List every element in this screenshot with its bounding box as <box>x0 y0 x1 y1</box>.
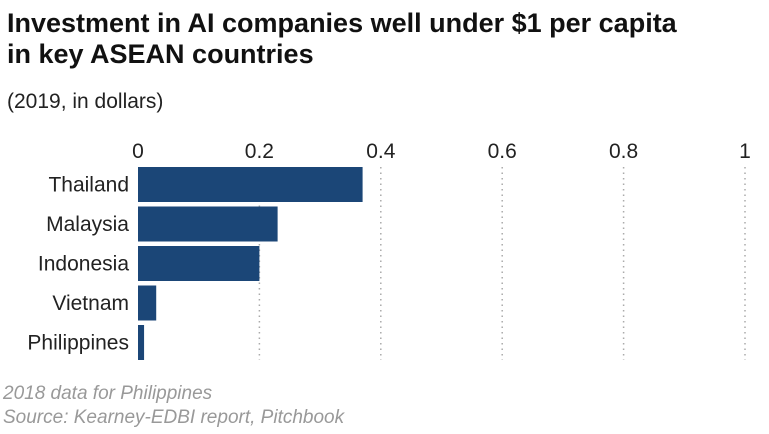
x-tick-label: 0.2 <box>245 140 274 163</box>
bar-indonesia <box>138 246 260 281</box>
category-label: Philippines <box>27 332 129 355</box>
x-tick-label: 0.4 <box>366 140 396 163</box>
x-tick-label: 0.6 <box>488 140 517 163</box>
footnote: 2018 data for Philippines <box>3 383 213 404</box>
x-tick-label: 1 <box>739 140 751 163</box>
bar-vietnam <box>138 285 157 321</box>
bar-philippines <box>138 325 145 360</box>
category-label: Indonesia <box>38 253 129 276</box>
bar-thailand <box>138 167 363 202</box>
x-tick-label: 0.8 <box>609 140 638 163</box>
category-label: Malaysia <box>46 213 129 236</box>
x-tick-label: 0 <box>132 140 144 163</box>
source-note: Source: Kearney-EDBI report, Pitchbook <box>3 407 345 428</box>
chart-title: Investment in AI companies well under $1… <box>7 8 677 69</box>
bar-malaysia <box>138 206 278 242</box>
category-label: Vietnam <box>52 292 129 315</box>
category-label: Thailand <box>48 174 129 197</box>
chart-subtitle: (2019, in dollars) <box>7 90 164 113</box>
